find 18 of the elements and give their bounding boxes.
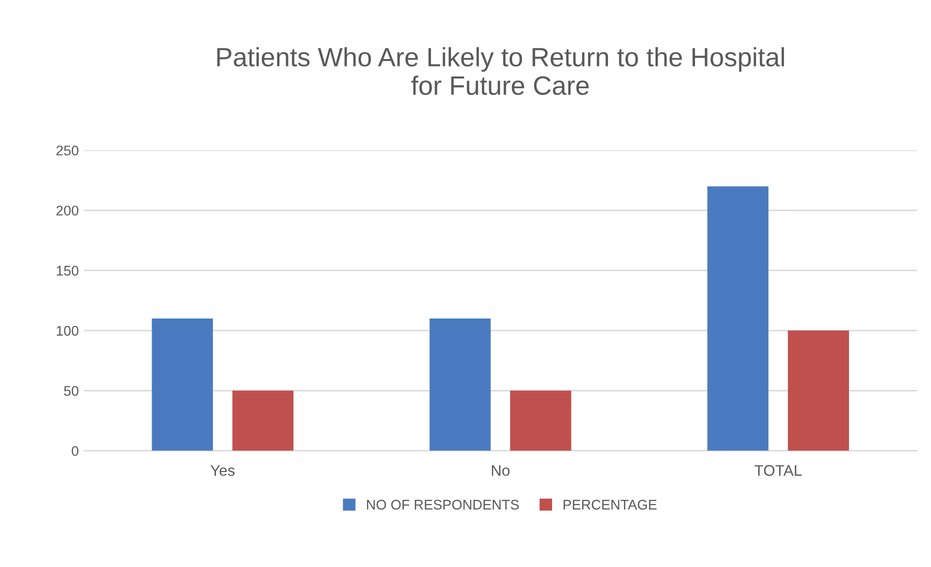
y-tick-label: 100 [56, 326, 78, 336]
bar [707, 186, 768, 451]
y-tick-label: 0 [72, 446, 78, 456]
bar [510, 390, 572, 451]
y-tick-label: 50 [64, 386, 78, 396]
chart-title: Patients Who Are Likely to Return to the Hospital for Future Care [217, 47, 784, 95]
x-tick-label: Yes [210, 465, 235, 476]
x-tick-label: No [492, 465, 510, 476]
bar [430, 318, 491, 451]
y-tick-label: 250 [56, 146, 78, 156]
bar [152, 318, 213, 451]
bar [788, 330, 849, 451]
x-tick-label: TOTAL [754, 465, 802, 476]
y-tick-label: 200 [56, 206, 78, 216]
y-tick-label: 150 [56, 266, 78, 276]
legend-label: NO OF RESPONDENTS [367, 500, 519, 510]
bar [232, 390, 294, 451]
legend-label: PERCENTAGE [564, 500, 657, 510]
